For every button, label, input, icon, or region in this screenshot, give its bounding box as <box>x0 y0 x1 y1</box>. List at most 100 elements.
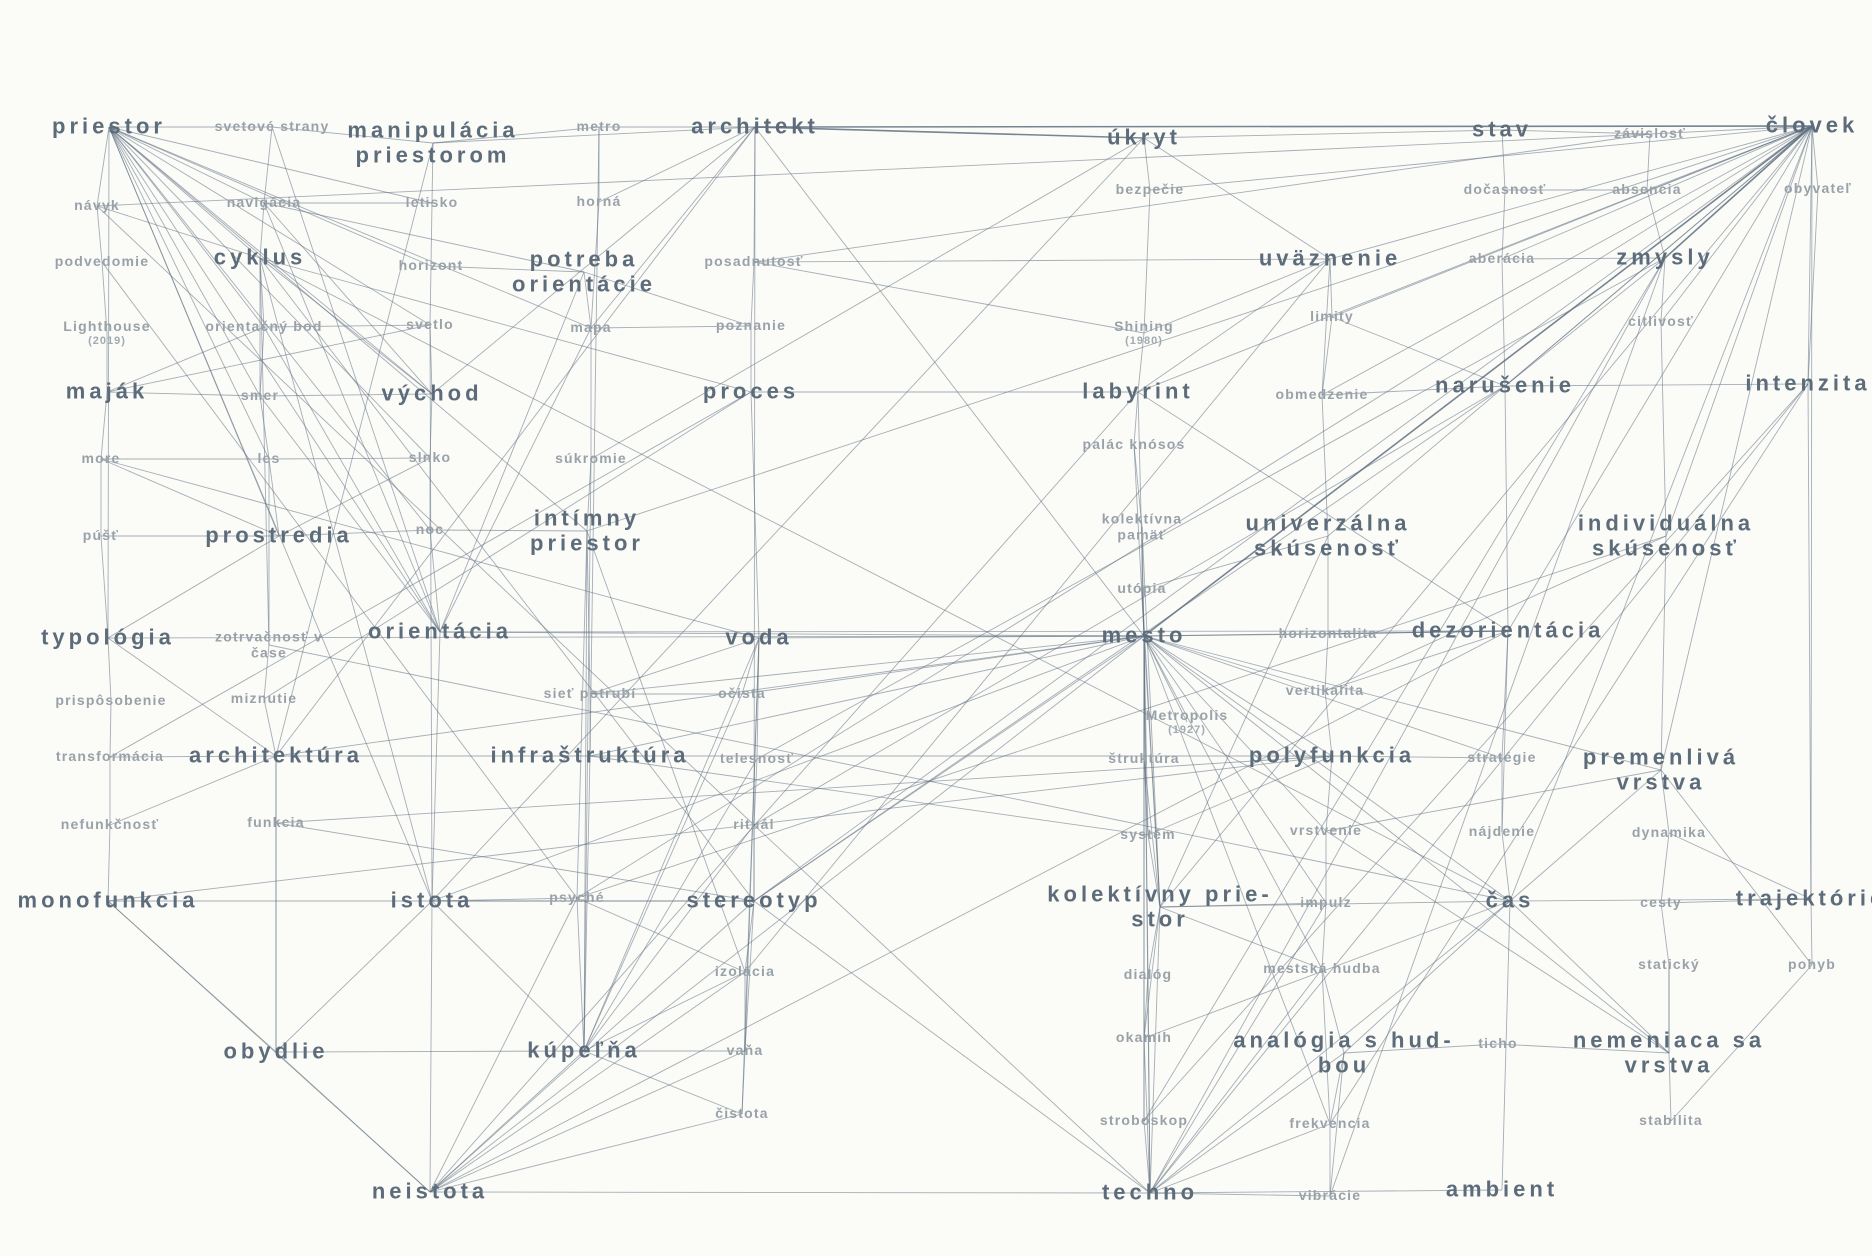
node-aberacia: aberácia <box>1468 250 1536 267</box>
edge-architekt--vychod <box>431 126 756 395</box>
edge-neistota--psyche <box>429 897 578 1193</box>
node-clovek: človek <box>1766 113 1859 139</box>
edge-mesto--palac-knosos <box>1133 444 1145 637</box>
edge-limity--obmedzenie <box>1321 316 1333 396</box>
node-narusenie: narušenie <box>1435 373 1575 399</box>
edge-kupelna--intimny-priestor <box>583 530 588 1052</box>
edge-letisko--horizont <box>430 202 433 267</box>
edge-psyche--izolacia <box>576 897 746 973</box>
edge-priestor--horizont <box>108 126 432 267</box>
node-label-line: čas <box>1485 887 1535 913</box>
node-label-line: stor <box>1131 906 1189 931</box>
node-stroboskop: stroboskop <box>1100 1112 1188 1129</box>
node-sukromie: súkromie <box>555 450 627 467</box>
node-label-line: statický <box>1638 956 1700 973</box>
node-label-line: stabilita <box>1639 1112 1703 1129</box>
edge-obmedzenie--univerzalna-skusenost <box>1321 394 1329 537</box>
node-label-line: cesty <box>1640 894 1682 911</box>
edge-uvaznenie--labyrint <box>1137 258 1331 393</box>
edge-individualna-skusenost--vertikalita <box>1324 535 1667 692</box>
node-label-line: navigácia <box>226 194 302 211</box>
edge-manipulacia-priestorom--metro <box>432 126 600 144</box>
edge-mesto--infrastruktura <box>589 635 1145 757</box>
node-label-line: ticho <box>1478 1035 1518 1052</box>
edge-istota--cyklus <box>259 257 433 902</box>
edge-mesto--frekvencia <box>1143 635 1331 1125</box>
edge-prostredia--more <box>100 458 280 537</box>
edge-premenliva-vrstva--vrstvenie <box>1325 769 1662 832</box>
node-potreba-orientacie: potreba orientácie <box>512 247 656 296</box>
edge-dynamika--cesty <box>1660 832 1670 904</box>
node-label-line: očista <box>718 685 766 702</box>
node-podvedomie: podvedomie <box>54 253 150 270</box>
node-vrstvenie: vrstvenie <box>1290 822 1362 839</box>
node-label-line: aberácia <box>1468 250 1536 267</box>
edge-cesty--staticky <box>1660 902 1670 966</box>
edge-kupelna--ocista <box>583 693 743 1052</box>
node-mestska-hudba: mestská hudba <box>1263 960 1381 977</box>
edge-trajektorie--pohyb <box>1810 898 1813 966</box>
node-citlivost: citlivosť <box>1628 313 1694 330</box>
node-label-line: vaňa <box>726 1042 764 1059</box>
node-label-line: podvedomie <box>54 253 150 270</box>
node-label-line: mestská hudba <box>1263 960 1381 977</box>
node-label-line: priestor <box>52 113 166 139</box>
edge-prostredia--slnko <box>278 457 431 537</box>
edge-uvaznenie--limity <box>1329 258 1333 318</box>
edge-architekt--horna <box>598 126 756 203</box>
edge-mesto--polyfunkcia <box>1143 635 1333 757</box>
node-label-line: metro <box>576 118 622 135</box>
node-lighthouse: Lighthouse (2019) <box>63 318 150 347</box>
edge-majak--orientacny-bod <box>106 326 265 393</box>
edge-prostredia--noc <box>278 529 431 537</box>
node-label-line: les <box>257 450 281 467</box>
edge-svetove-strany--navigacia <box>263 126 273 204</box>
node-absencia: absencia <box>1612 181 1682 198</box>
edge-zmysly--stroboskop <box>1143 257 1666 1122</box>
edge-techno--analogia-s-hudbou <box>1149 1052 1345 1194</box>
edge-proces--miznutie <box>263 391 752 700</box>
node-label-line: architektúra <box>189 742 363 768</box>
node-label-line: mapa <box>570 319 612 336</box>
edge-intimny-priestor--izolacia <box>586 530 746 973</box>
edge-techno--ritual <box>753 824 1151 1194</box>
edge-les--slnko <box>268 457 431 460</box>
node-cas: čas <box>1485 887 1535 914</box>
edge-orientacia--potreba-orientacie <box>439 271 585 633</box>
edge-orientacia--dezorientacia <box>439 630 1509 633</box>
edge-kupelna--psyche <box>576 897 585 1052</box>
edge-neistota--stereotyp <box>429 900 755 1193</box>
edge-majak--svetlo <box>106 324 431 393</box>
node-label-line: nefunkčnosť <box>60 816 160 833</box>
edge-clovek--zmysly <box>1664 125 1813 259</box>
edge-prisposobenie--transformacia <box>109 700 112 758</box>
edge-vychod--navigacia <box>263 202 433 395</box>
edge-mesto--siet-potrubi <box>589 635 1145 695</box>
edge-aberacia--narusenie <box>1501 258 1506 387</box>
edge-polyfunkcia--funkcia <box>275 755 1333 824</box>
edge-prostredia--les <box>268 458 280 537</box>
edge-cyklus--vychod <box>259 257 433 395</box>
node-strategie: stratégie <box>1467 749 1537 766</box>
edge-architekt--ukryt <box>754 126 1145 139</box>
node-label-line: absencia <box>1612 181 1682 198</box>
node-svetlo: svetlo <box>406 316 454 333</box>
edge-manipulacia-priestorom--letisko <box>431 142 434 204</box>
node-label-line: typológia <box>41 624 175 650</box>
node-label-line: cyklus <box>213 244 307 270</box>
node-funkcia: funkcia <box>247 814 304 831</box>
node-label-line: (1980) <box>1125 334 1163 347</box>
node-palac-knosos: palác knósos <box>1082 436 1185 453</box>
node-label-line: stratégie <box>1467 749 1537 766</box>
edge-kupelna--cistota <box>583 1050 743 1115</box>
edge-kupelna--sukromie <box>583 458 592 1052</box>
node-impulz: impulz <box>1300 894 1352 911</box>
edge-horizontalita--vertikalita <box>1324 633 1329 692</box>
node-polyfunkcia: polyfunkcia <box>1249 743 1415 769</box>
edge-ukryt--stav <box>1143 129 1503 139</box>
edge-mesto--architektura <box>275 635 1145 757</box>
edge-analogia-s-hudbou--mestska-hudba <box>1321 968 1345 1054</box>
edge-intimny-priestor--noc <box>429 529 588 532</box>
edge-kolektivny-priestor--kolektivna-pamat <box>1141 526 1161 908</box>
edge-obydlie--kupelna <box>275 1050 585 1053</box>
